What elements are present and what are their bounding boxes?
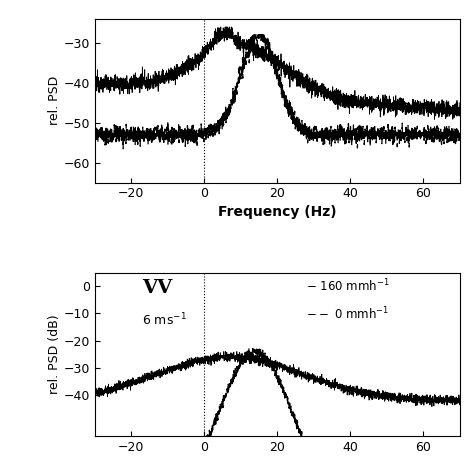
Text: $--$ 0 mmh$^{-1}$: $--$ 0 mmh$^{-1}$ [307,305,390,322]
Text: VV: VV [142,279,173,297]
Text: $-$ 160 mmh$^{-1}$: $-$ 160 mmh$^{-1}$ [307,277,390,294]
Y-axis label: rel. PSD: rel. PSD [48,76,61,126]
Y-axis label: rel. PSD (dB): rel. PSD (dB) [48,314,61,394]
X-axis label: Frequency (Hz): Frequency (Hz) [218,205,337,219]
Text: 6 ms$^{-1}$: 6 ms$^{-1}$ [142,312,187,328]
